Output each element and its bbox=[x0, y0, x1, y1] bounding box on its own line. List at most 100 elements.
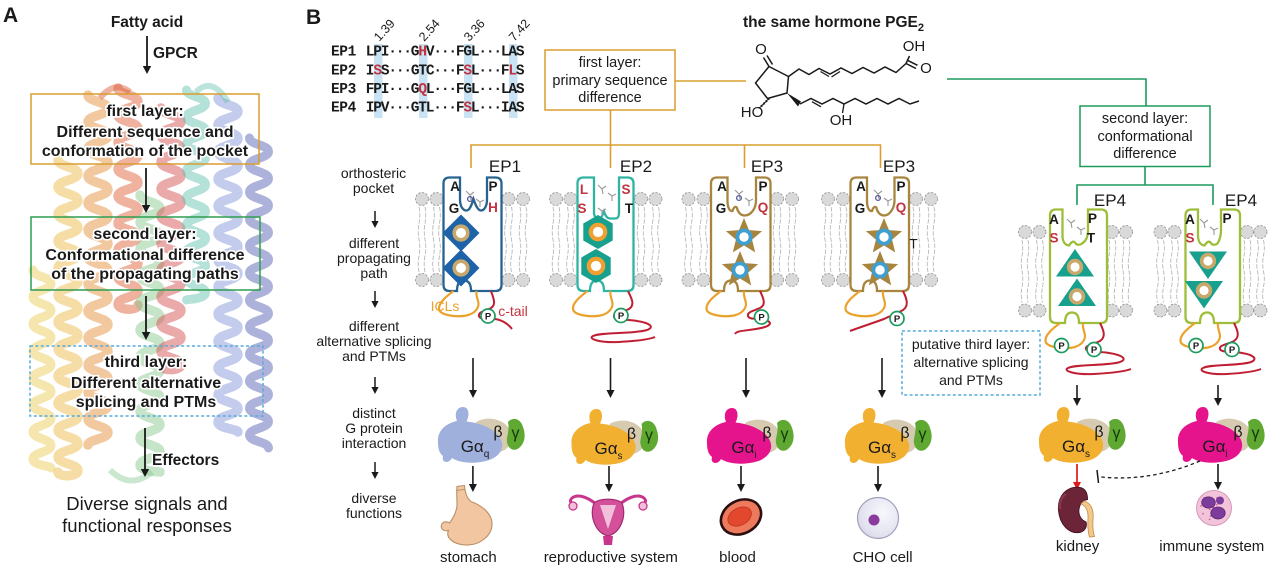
svg-text:different: different bbox=[349, 235, 399, 251]
svg-text:β: β bbox=[627, 426, 636, 443]
svg-text:EP3: EP3 bbox=[751, 157, 783, 176]
svg-text:β: β bbox=[762, 425, 771, 442]
svg-text:G: G bbox=[716, 201, 727, 216]
svg-text:Fatty acid: Fatty acid bbox=[111, 14, 183, 31]
svg-text:ICLs: ICLs bbox=[431, 298, 460, 314]
svg-text:propagating: propagating bbox=[337, 250, 411, 266]
svg-text:Gαi: Gαi bbox=[731, 438, 756, 461]
svg-text:L: L bbox=[580, 182, 588, 197]
svg-text:immune system: immune system bbox=[1159, 538, 1264, 555]
svg-text:Gαq: Gαq bbox=[461, 437, 490, 460]
svg-text:β: β bbox=[1094, 424, 1103, 441]
svg-text:conformation of the pocket: conformation of the pocket bbox=[42, 143, 249, 160]
svg-text:Different alternative: Different alternative bbox=[71, 375, 221, 392]
svg-text:conformational: conformational bbox=[1097, 129, 1192, 145]
svg-text:P: P bbox=[488, 179, 497, 194]
svg-text:distinct: distinct bbox=[352, 405, 396, 421]
svg-text:Conformational difference: Conformational difference bbox=[45, 247, 244, 264]
svg-text:blood: blood bbox=[719, 549, 756, 566]
svg-text:primary sequence: primary sequence bbox=[552, 73, 667, 89]
svg-text:β: β bbox=[900, 425, 909, 442]
svg-text:and PTMs: and PTMs bbox=[939, 372, 1003, 388]
svg-text:first layer:: first layer: bbox=[106, 103, 183, 120]
svg-text:FPI···GQL···FGL···LAS: FPI···GQL···FGL···LAS bbox=[366, 82, 525, 98]
svg-text:EP4: EP4 bbox=[1225, 191, 1257, 210]
svg-text:OH: OH bbox=[830, 112, 853, 129]
svg-text:O: O bbox=[755, 41, 767, 58]
svg-text:path: path bbox=[360, 265, 387, 281]
svg-text:and PTMs: and PTMs bbox=[342, 348, 406, 364]
svg-text:first layer:: first layer: bbox=[579, 55, 642, 71]
svg-text:A: A bbox=[717, 179, 727, 194]
svg-text:CHO cell: CHO cell bbox=[853, 549, 913, 566]
svg-text:EP2: EP2 bbox=[331, 64, 356, 80]
svg-text:functional responses: functional responses bbox=[62, 515, 232, 536]
svg-text:P: P bbox=[618, 311, 625, 322]
svg-text:interaction: interaction bbox=[342, 435, 407, 451]
svg-text:EP3: EP3 bbox=[883, 157, 915, 176]
svg-text:diverse: diverse bbox=[351, 490, 396, 506]
svg-text:Different sequence and: Different sequence and bbox=[57, 124, 234, 141]
svg-text:P: P bbox=[1222, 211, 1231, 226]
svg-text:A: A bbox=[1049, 212, 1059, 227]
svg-text:γ: γ bbox=[645, 427, 653, 444]
svg-text:P: P bbox=[1088, 211, 1097, 226]
svg-text:β: β bbox=[493, 424, 502, 441]
svg-text:putative third layer:: putative third layer: bbox=[912, 336, 1030, 352]
svg-text:reproductive system: reproductive system bbox=[544, 549, 678, 566]
svg-text:kidney: kidney bbox=[1056, 538, 1100, 555]
svg-text:Diverse signals and: Diverse signals and bbox=[66, 493, 227, 514]
svg-text:IPV···GTL···FSL···IAS: IPV···GTL···FSL···IAS bbox=[366, 101, 525, 117]
svg-text:ISS···GTC···FSL···FLS: ISS···GTC···FSL···FLS bbox=[366, 64, 525, 80]
svg-text:stomach: stomach bbox=[440, 549, 497, 566]
svg-text:P: P bbox=[758, 312, 765, 323]
svg-text:the same hormone PGE2: the same hormone PGE2 bbox=[743, 14, 924, 34]
svg-text:third layer:: third layer: bbox=[105, 354, 188, 371]
svg-text:GPCR: GPCR bbox=[153, 45, 198, 62]
svg-text:Gαs: Gαs bbox=[594, 439, 622, 462]
svg-text:EP1: EP1 bbox=[489, 157, 521, 176]
svg-text:G: G bbox=[449, 201, 460, 216]
svg-text:Gαi: Gαi bbox=[1202, 437, 1227, 460]
svg-text:γ: γ bbox=[1113, 425, 1121, 442]
svg-text:S: S bbox=[577, 201, 586, 216]
svg-text:c-tail: c-tail bbox=[498, 303, 528, 319]
svg-text:γ: γ bbox=[781, 426, 789, 443]
svg-text:different: different bbox=[349, 318, 399, 334]
svg-text:P: P bbox=[485, 311, 492, 322]
svg-text:second layer:: second layer: bbox=[1102, 111, 1188, 127]
svg-text:functions: functions bbox=[346, 505, 402, 521]
svg-text:of the propagating paths: of the propagating paths bbox=[51, 266, 239, 283]
svg-text:A: A bbox=[1185, 212, 1195, 227]
svg-text:S: S bbox=[1185, 231, 1194, 246]
svg-text:EP4: EP4 bbox=[1094, 191, 1126, 210]
svg-text:Gαs: Gαs bbox=[1062, 437, 1090, 460]
svg-text:G: G bbox=[855, 201, 866, 216]
svg-text:S: S bbox=[1049, 231, 1058, 246]
svg-text:γ: γ bbox=[1252, 425, 1260, 442]
svg-text:alternative splicing: alternative splicing bbox=[913, 354, 1028, 370]
svg-text:HO: HO bbox=[741, 104, 764, 121]
svg-text:Gαs: Gαs bbox=[868, 438, 896, 461]
svg-text:P: P bbox=[896, 179, 905, 194]
svg-text:Q: Q bbox=[758, 200, 769, 215]
svg-text:Effectors: Effectors bbox=[152, 452, 219, 469]
svg-text:Q: Q bbox=[896, 200, 907, 215]
svg-text:A: A bbox=[450, 179, 460, 194]
svg-text:T: T bbox=[1087, 231, 1096, 246]
svg-text:T: T bbox=[909, 237, 917, 252]
svg-text:alternative splicing: alternative splicing bbox=[316, 333, 431, 349]
svg-text:P: P bbox=[894, 314, 901, 325]
svg-text:P: P bbox=[1193, 341, 1200, 352]
svg-text:P: P bbox=[1229, 345, 1236, 356]
svg-text:EP1: EP1 bbox=[331, 45, 357, 61]
svg-text:γ: γ bbox=[512, 425, 520, 442]
svg-text:second layer:: second layer: bbox=[93, 226, 196, 243]
svg-text:difference: difference bbox=[1113, 146, 1176, 162]
svg-text:P: P bbox=[1058, 341, 1065, 352]
svg-text:pocket: pocket bbox=[353, 180, 394, 196]
svg-text:A: A bbox=[3, 4, 18, 27]
svg-text:OH: OH bbox=[903, 38, 926, 55]
svg-text:difference: difference bbox=[578, 90, 641, 106]
svg-text:P: P bbox=[1091, 345, 1098, 356]
